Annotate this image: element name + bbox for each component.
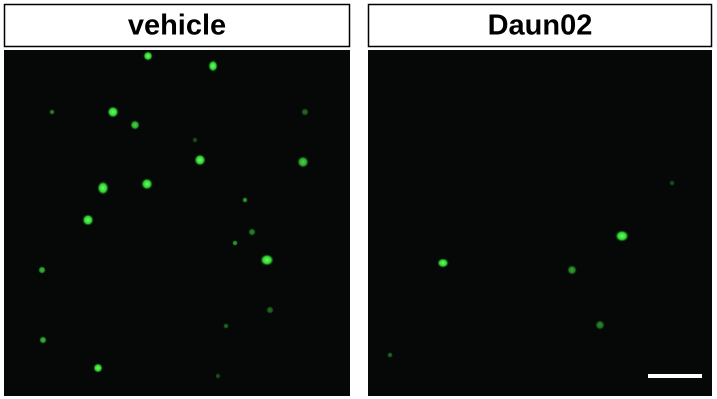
panel-label: vehicle: [128, 10, 226, 42]
cell: [192, 137, 198, 143]
label-box: [367, 3, 713, 48]
cells: [387, 180, 675, 358]
cell: [39, 336, 47, 344]
cell: [143, 51, 153, 61]
scale-bar: [648, 374, 702, 378]
cell: [437, 258, 449, 268]
cell: [387, 352, 393, 358]
cells: [38, 51, 309, 379]
cell: [141, 178, 153, 190]
cell: [301, 108, 309, 116]
cell: [595, 320, 605, 330]
cell: [242, 197, 248, 203]
cell: [38, 266, 46, 274]
cell: [194, 154, 206, 166]
cell: [107, 106, 119, 118]
label-box: [3, 3, 351, 48]
cell: [208, 60, 218, 72]
cell: [97, 181, 109, 195]
cell: [223, 323, 229, 329]
panel-label: Daun02: [488, 10, 593, 42]
cell: [93, 363, 103, 373]
cell: [669, 180, 675, 186]
micrograph: [368, 50, 712, 396]
cell: [615, 230, 629, 242]
cell: [82, 214, 94, 226]
cell: [248, 228, 256, 236]
cell: [567, 265, 577, 275]
cell: [232, 240, 238, 246]
cell: [297, 156, 309, 168]
cell: [215, 373, 221, 379]
micrograph: [4, 50, 350, 396]
cell: [260, 254, 274, 266]
cell: [49, 109, 55, 115]
cell: [130, 120, 140, 130]
cell: [266, 306, 274, 314]
